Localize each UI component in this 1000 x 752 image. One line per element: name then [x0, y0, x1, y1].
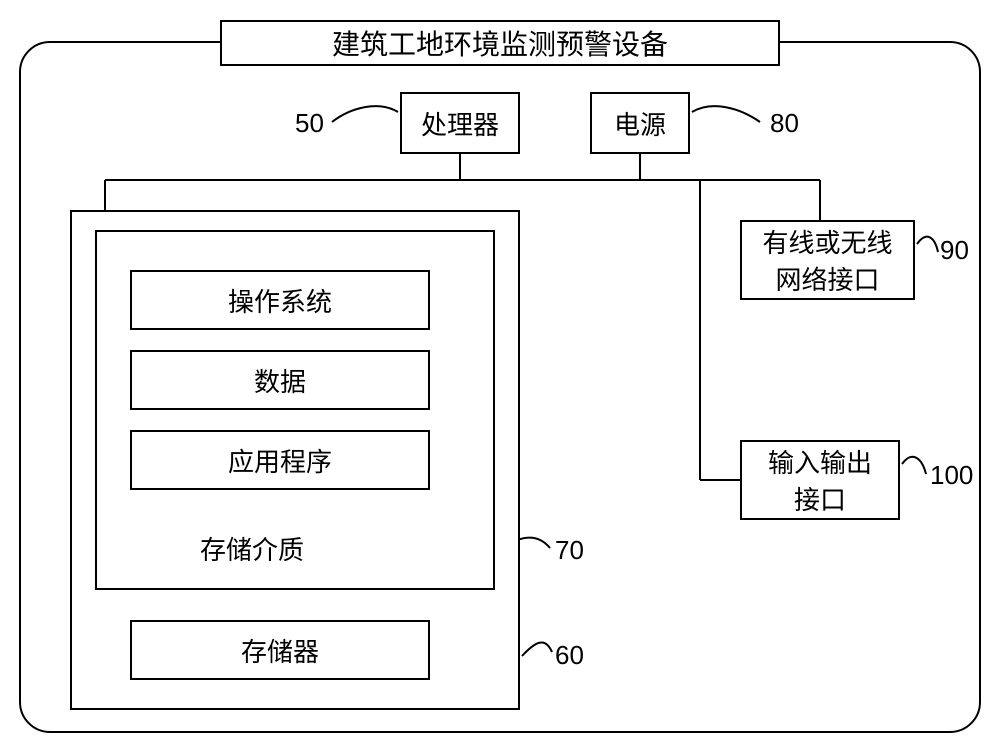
- network-box: 有线或无线 网络接口: [740, 220, 915, 300]
- callout-100: 100: [930, 460, 973, 491]
- callout-70: 70: [555, 535, 584, 566]
- os-box: 操作系统: [130, 270, 430, 330]
- callout-90: 90: [940, 235, 969, 266]
- app-box: 应用程序: [130, 430, 430, 490]
- app-label: 应用程序: [228, 442, 332, 479]
- os-label: 操作系统: [228, 282, 332, 319]
- callout-80: 80: [770, 108, 799, 139]
- io-box: 输入输出 接口: [740, 440, 900, 520]
- memory-label-box: 存储器: [130, 620, 430, 680]
- title-box: 建筑工地环境监测预警设备: [220, 20, 780, 66]
- processor-box: 处理器: [400, 92, 520, 154]
- callout-50: 50: [295, 108, 324, 139]
- processor-label: 处理器: [421, 105, 499, 142]
- diagram-title: 建筑工地环境监测预警设备: [332, 23, 668, 63]
- diagram-canvas: 建筑工地环境监测预警设备 处理器 电源 有线或无线 网络接口 输入输出 接口 存…: [0, 0, 1000, 752]
- io-label: 输入输出 接口: [768, 443, 872, 517]
- network-label: 有线或无线 网络接口: [762, 223, 892, 297]
- storage-media-label: 存储介质: [200, 530, 304, 567]
- power-label: 电源: [614, 105, 666, 142]
- callout-60: 60: [555, 640, 584, 671]
- data-label: 数据: [254, 362, 306, 399]
- power-box: 电源: [590, 92, 690, 154]
- memory-label: 存储器: [241, 632, 319, 669]
- data-box: 数据: [130, 350, 430, 410]
